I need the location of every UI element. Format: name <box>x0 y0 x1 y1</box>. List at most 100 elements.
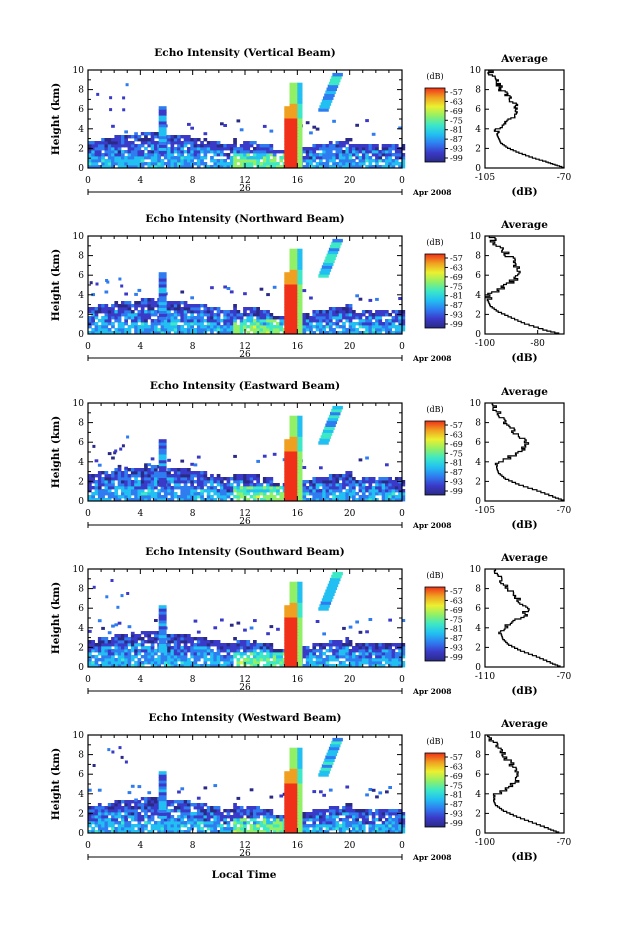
y-tick-label: 4 <box>78 790 84 800</box>
colorbar-tick-label: -81 <box>450 292 463 301</box>
y-tick-label: 2 <box>78 310 84 320</box>
colorbar-tick-label: -75 <box>450 282 463 291</box>
y-tick-label: 8 <box>78 419 84 429</box>
avg-title: Average <box>500 219 548 231</box>
x-tick-label: 0 <box>399 342 405 352</box>
y-tick-label: 10 <box>73 66 85 76</box>
colorbar-tick-label: -63 <box>450 97 463 106</box>
date-label: Apr 2008 <box>412 188 452 197</box>
x-tick-label: 0 <box>85 509 91 519</box>
x-tick-label: 4 <box>137 342 143 352</box>
colorbar-tick-label: -99 <box>450 487 463 496</box>
colorbar-tick-label: -69 <box>450 273 463 282</box>
avg-y-tick-label: 10 <box>470 232 482 242</box>
x-tick-label: 8 <box>190 176 196 186</box>
colorbar-tick-label: -93 <box>450 145 463 154</box>
y-tick-label: 2 <box>78 144 84 154</box>
colorbar-tick-label: -81 <box>450 791 463 800</box>
x-tick-label: 0 <box>85 342 91 352</box>
avg-frame <box>484 568 565 668</box>
colorbar-tick-label: -75 <box>450 449 463 458</box>
colorbar-tick-label: -63 <box>450 263 463 272</box>
colorbar-tick-label: -69 <box>450 772 463 781</box>
x-tick-label: 0 <box>399 841 405 851</box>
colorbar-title: (dB) <box>426 737 443 746</box>
avg-y-tick-label: 6 <box>475 105 481 115</box>
date-day: 26 <box>239 849 251 859</box>
colorbar-tick-label: -63 <box>450 762 463 771</box>
panel-4: Echo Intensity (Westward Beam) Height (km… <box>50 712 572 863</box>
date-label: Apr 2008 <box>412 853 452 862</box>
avg-y-tick-label: 4 <box>475 790 481 800</box>
colorbar-title: (dB) <box>426 72 443 81</box>
colorbar-tick-label: -87 <box>450 468 463 477</box>
x-tick-label: 4 <box>137 841 143 851</box>
avg-y-tick-label: 10 <box>470 66 482 76</box>
avg-x-tick-label: -105 <box>475 506 495 516</box>
date-day: 26 <box>239 184 251 194</box>
avg-y-tick-label: 2 <box>475 477 481 487</box>
ylabel: Height (km) <box>50 416 62 488</box>
avg-y-tick-label: 10 <box>470 399 482 409</box>
colorbar-tick-label: -75 <box>450 615 463 624</box>
y-tick-label: 10 <box>73 399 85 409</box>
x-tick-label: 20 <box>344 675 356 685</box>
avg-x-tick-label: -70 <box>557 672 572 682</box>
avg-y-tick-label: 6 <box>475 438 481 448</box>
panel-0: Echo Intensity (Vertical Beam) Height (km… <box>50 47 572 198</box>
colorbar-tick-label: -99 <box>450 653 463 662</box>
colorbar-tick-label: -99 <box>450 819 463 828</box>
colorbar-tick-label: -87 <box>450 135 463 144</box>
x-tick-label: 12 <box>239 176 250 186</box>
y-tick-label: 6 <box>78 438 84 448</box>
x-tick-label: 0 <box>399 176 405 186</box>
avg-title: Average <box>500 386 548 398</box>
avg-y-tick-label: 8 <box>475 252 481 262</box>
y-tick-label: 0 <box>78 663 84 673</box>
y-tick-label: 0 <box>78 330 84 340</box>
x-tick-label: 16 <box>292 675 304 685</box>
date-day: 26 <box>239 683 251 693</box>
y-tick-label: 8 <box>78 252 84 262</box>
colorbar-tick-label: -81 <box>450 625 463 634</box>
colorbar-tick-label: -57 <box>450 753 463 762</box>
avg-y-tick-label: 6 <box>475 770 481 780</box>
y-tick-label: 2 <box>78 809 84 819</box>
colorbar-tick-label: -63 <box>450 596 463 605</box>
date-label: Apr 2008 <box>412 687 452 696</box>
avg-y-tick-label: 10 <box>470 731 482 741</box>
y-tick-label: 8 <box>78 585 84 595</box>
y-tick-label: 4 <box>78 458 84 468</box>
x-tick-label: 4 <box>137 675 143 685</box>
heatmap <box>88 405 406 502</box>
avg-title: Average <box>500 53 548 65</box>
avg-y-tick-label: 0 <box>475 829 481 839</box>
y-tick-label: 8 <box>78 86 84 96</box>
colorbar <box>424 253 446 329</box>
avg-profile-line <box>484 236 560 334</box>
heatmap <box>88 571 406 668</box>
avg-y-tick-label: 4 <box>475 125 481 135</box>
date-day: 26 <box>239 517 251 527</box>
avg-xlabel: (dB) <box>511 519 537 531</box>
avg-x-tick-label: -100 <box>475 339 495 349</box>
colorbar-tick-label: -93 <box>450 810 463 819</box>
x-tick-label: 0 <box>85 841 91 851</box>
y-tick-label: 0 <box>78 497 84 507</box>
x-tick-label: 4 <box>137 509 143 519</box>
avg-y-tick-label: 0 <box>475 497 481 507</box>
colorbar-tick-label: -87 <box>450 634 463 643</box>
x-tick-label: 12 <box>239 841 250 851</box>
colorbar-tick-label: -99 <box>450 320 463 329</box>
x-tick-label: 12 <box>239 675 250 685</box>
avg-profile-line <box>487 735 560 833</box>
colorbar-tick-label: -57 <box>450 254 463 263</box>
panel-title: Echo Intensity (Vertical Beam) <box>154 47 335 59</box>
avg-frame <box>484 69 565 169</box>
colorbar-tick-label: -75 <box>450 781 463 790</box>
avg-x-tick-label: -70 <box>557 506 572 516</box>
heatmap <box>88 72 406 169</box>
avg-y-tick-label: 4 <box>475 458 481 468</box>
avg-frame <box>484 402 565 502</box>
y-tick-label: 8 <box>78 751 84 761</box>
